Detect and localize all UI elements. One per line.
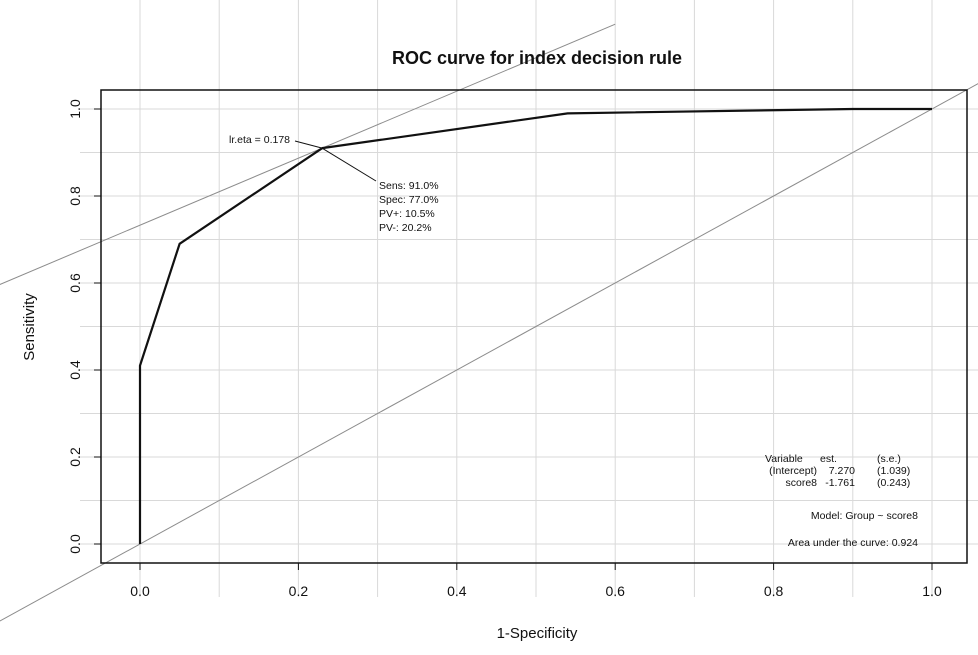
grid [80,0,978,597]
table-row-name: score8 [785,477,817,489]
x-tick-label: 0.4 [447,583,467,599]
y-tick-label: 0.4 [67,360,83,380]
y-tick-label: 0.0 [67,534,83,554]
table-header-se: (s.e.) [877,453,901,465]
axis-ticks: 0.0 0.2 0.4 0.6 0.8 1.0 0.0 0.2 0.4 0.6 0.8 1.0 [67,99,942,599]
model-table: Variable est. (s.e.) (Intercept) 7.270 (… [765,453,918,549]
cutoff-stats-leader-line [321,147,377,182]
cutoff-npv: PV-: 20.2% [379,222,432,234]
tangent-line [0,23,616,285]
y-tick-label: 1.0 [67,99,83,119]
cutoff-ppv: PV+: 10.5% [379,208,435,220]
x-tick-label: 0.2 [289,583,309,599]
table-row-se: (1.039) [877,465,910,477]
table-row-name: (Intercept) [769,465,817,477]
chart-title: ROC curve for index decision rule [392,48,682,68]
table-header-est: est. [820,453,837,465]
y-tick-label: 0.2 [67,447,83,467]
reference-lines [0,23,978,622]
auc-text: Area under the curve: 0.924 [788,537,918,549]
table-header-variable: Variable [765,453,803,465]
cutoff-label: lr.eta = 0.178 [229,134,290,146]
x-tick-label: 0.8 [764,583,784,599]
y-axis-label: Sensitivity [21,293,38,361]
y-tick-label: 0.6 [67,273,83,293]
plot-frame [100,89,968,564]
y-tick-label: 0.8 [67,186,83,206]
x-tick-label: 0.0 [130,583,150,599]
cutoff-sens: Sens: 91.0% [379,180,439,192]
diagonal-line [0,83,978,622]
x-tick-label: 1.0 [922,583,942,599]
cutoff-spec: Spec: 77.0% [379,194,439,206]
table-row-se: (0.243) [877,477,910,489]
cutoff-leader-line [294,140,323,149]
table-row-est: 7.270 [829,465,855,477]
model-formula: Model: Group ~ score8 [811,510,918,522]
x-axis-label: 1-Specificity [497,625,578,642]
table-row-est: -1.761 [825,477,855,489]
x-tick-label: 0.6 [605,583,625,599]
